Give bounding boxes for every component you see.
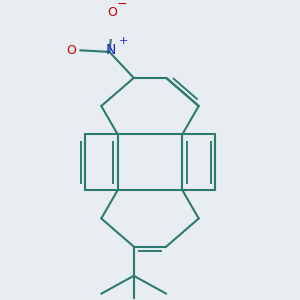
Text: −: − <box>116 0 127 11</box>
Text: N: N <box>106 43 116 57</box>
Text: +: + <box>118 36 128 46</box>
Text: O: O <box>108 6 118 19</box>
Text: O: O <box>66 44 76 57</box>
